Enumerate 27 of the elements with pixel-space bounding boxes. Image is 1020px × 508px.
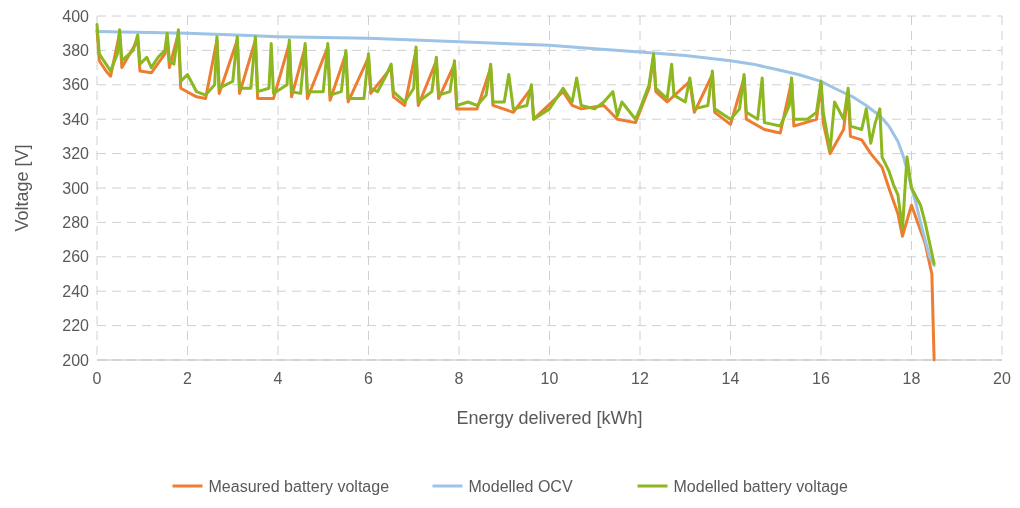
x-tick-label: 6 xyxy=(364,370,374,387)
y-tick-label: 300 xyxy=(62,179,90,197)
x-tick-label: 16 xyxy=(812,370,830,387)
x-tick-label: 20 xyxy=(993,370,1011,387)
x-tick-label: 12 xyxy=(631,370,649,387)
legend-label: Modelled OCV xyxy=(468,478,573,495)
y-tick-label: 200 xyxy=(62,351,90,369)
legend-label: Modelled battery voltage xyxy=(673,478,848,495)
x-tick-label: 2 xyxy=(183,370,193,387)
y-tick-label: 320 xyxy=(62,145,90,163)
y-axis-title: Voltage [V] xyxy=(12,144,32,232)
legend-label: Measured battery voltage xyxy=(208,478,390,495)
y-tick-label: 220 xyxy=(62,317,90,335)
x-tick-label: 18 xyxy=(902,370,921,387)
y-tick-label: 340 xyxy=(62,110,90,128)
x-tick-label: 0 xyxy=(92,370,102,387)
y-tick-label: 260 xyxy=(62,248,90,266)
x-tick-label: 10 xyxy=(540,370,559,387)
x-tick-label: 14 xyxy=(721,370,740,387)
x-tick-label: 8 xyxy=(454,370,464,387)
x-axis-title: Energy delivered [kWh] xyxy=(456,408,643,428)
y-tick-label: 280 xyxy=(62,214,90,231)
y-tick-label: 400 xyxy=(62,7,90,25)
y-tick-label: 380 xyxy=(62,42,90,59)
y-tick-label: 240 xyxy=(62,282,90,300)
y-tick-label: 360 xyxy=(62,76,90,94)
x-tick-label: 4 xyxy=(273,370,283,387)
